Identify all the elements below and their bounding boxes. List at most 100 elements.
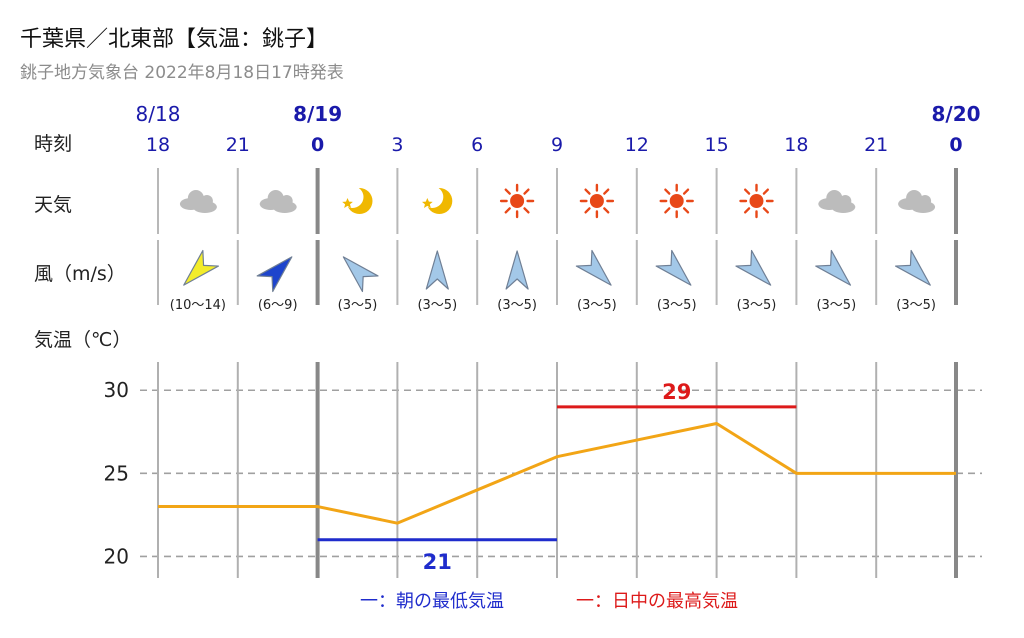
sun-ray: [523, 207, 530, 214]
hour-label: 0: [949, 134, 962, 156]
hour-label: 0: [311, 134, 324, 156]
chart-subtitle: 銚子地方気象台 2022年8月18日17時発表: [20, 63, 344, 83]
hour-label: 3: [391, 134, 403, 156]
wind-speed-label: (3～5): [737, 298, 777, 313]
sun-disc: [510, 194, 525, 208]
sun-ray: [682, 188, 690, 195]
cloud-part: [187, 190, 204, 206]
cloud-icon: [898, 190, 936, 213]
hour-label: 15: [705, 134, 729, 156]
cloud-part: [267, 190, 284, 206]
sun-ray: [664, 188, 671, 195]
cloud-icon: [818, 190, 856, 213]
wind-speed-label: (3～5): [657, 298, 697, 313]
y-tick-label: 30: [104, 378, 129, 402]
date-label: 8/19: [293, 102, 342, 126]
wind-arrow-icon: [655, 249, 692, 286]
max-temp-label: 29: [662, 380, 691, 404]
cloud-icon: [259, 190, 297, 213]
wind-speed-label: (3～5): [896, 298, 936, 313]
sun-ray: [664, 207, 671, 214]
sun-ray: [743, 207, 751, 214]
moon-shadow: [341, 186, 364, 208]
hour-label: 21: [864, 134, 888, 156]
wind-speed-label: (3～5): [816, 298, 856, 313]
wind-arrow-icon: [256, 256, 293, 293]
wind-speed-label: (10～14): [170, 298, 226, 313]
wind-arrow-icon: [894, 249, 931, 286]
sun-ray: [762, 207, 770, 214]
sun-icon: [579, 183, 615, 219]
sun-ray: [584, 207, 591, 214]
weather-row-label: 天気: [34, 194, 72, 216]
cloud-part: [839, 195, 852, 207]
wind-arrow-icon: [342, 256, 379, 293]
moon-shadow: [421, 186, 444, 208]
sun-disc: [669, 194, 684, 208]
legend-item-max: 一：日中の最高気温: [576, 591, 738, 612]
chart-title: 千葉県／北東部【気温：銚子】: [20, 27, 328, 52]
sun-disc: [589, 194, 604, 208]
sun-ray: [762, 188, 770, 195]
cloud-part: [280, 195, 293, 207]
y-tick-label: 20: [104, 544, 129, 568]
temperature-plot: 20 25 30 21 29: [104, 362, 982, 578]
sun-disc: [749, 194, 764, 208]
sun-ray: [504, 207, 511, 214]
moon-icon: [421, 186, 453, 214]
y-tick-label: 25: [104, 461, 129, 485]
wind-arrow-shape: [256, 256, 293, 293]
min-temp-label: 21: [423, 550, 452, 574]
wind-arrow-icon: [425, 250, 449, 290]
sun-ray: [504, 188, 511, 195]
hour-label: 18: [784, 134, 808, 156]
hour-label: 12: [625, 134, 649, 156]
sun-ray: [682, 207, 690, 214]
cloud-part: [200, 195, 213, 207]
wind-arrow-shape: [655, 249, 692, 286]
cloud-part: [906, 190, 923, 206]
legend: 一：朝の最低気温 一：日中の最高気温: [360, 591, 738, 612]
wind-row: (10～14) (6～9) (3～5) (3～5) (3～5) (3～5) (3～5) (3～…: [157, 240, 958, 313]
wind-speed-label: (6～9): [258, 298, 298, 313]
wind-arrow-icon: [183, 249, 220, 286]
hour-label: 6: [471, 134, 483, 156]
date-labels: 8/18 8/19 8/20: [136, 102, 981, 126]
sun-ray: [743, 188, 751, 195]
temperature-row-label: 気温（℃）: [34, 329, 131, 351]
wind-arrow-shape: [894, 249, 931, 286]
sun-ray: [523, 188, 530, 195]
wind-speed-label: (3～5): [577, 298, 617, 313]
sun-ray: [584, 188, 591, 195]
legend-item-min: 一：朝の最低気温: [360, 591, 504, 612]
cloud-icon: [179, 190, 217, 213]
weather-row: [157, 168, 958, 234]
time-row-label: 時刻: [34, 133, 72, 155]
wind-arrow-shape: [575, 249, 612, 286]
moon-star: [422, 198, 433, 208]
sun-ray: [603, 207, 610, 214]
hour-label: 21: [226, 134, 250, 156]
wind-arrow-shape: [425, 250, 449, 290]
hour-label: 9: [551, 134, 563, 156]
wind-arrow-icon: [575, 249, 612, 286]
wind-arrow-shape: [735, 249, 772, 286]
cloud-part: [826, 190, 843, 206]
moon-star: [342, 198, 353, 208]
wind-arrow-shape: [183, 249, 220, 286]
wind-arrow-icon: [505, 250, 529, 290]
hour-labels: 18 21 0 3 6 9 12 15 18 21 0: [146, 134, 963, 156]
sun-icon: [739, 183, 774, 219]
sun-icon: [499, 183, 535, 219]
wind-arrow-shape: [815, 249, 852, 286]
hour-label: 18: [146, 134, 170, 156]
wind-arrow-shape: [342, 256, 379, 293]
date-label: 8/20: [931, 102, 980, 126]
wind-speed-label: (3～5): [338, 298, 378, 313]
wind-arrow-icon: [735, 249, 772, 286]
moon-icon: [341, 186, 373, 214]
sun-ray: [603, 188, 610, 195]
wind-speed-label: (3～5): [497, 298, 537, 313]
wind-row-label: 風（m/s）: [34, 263, 126, 285]
